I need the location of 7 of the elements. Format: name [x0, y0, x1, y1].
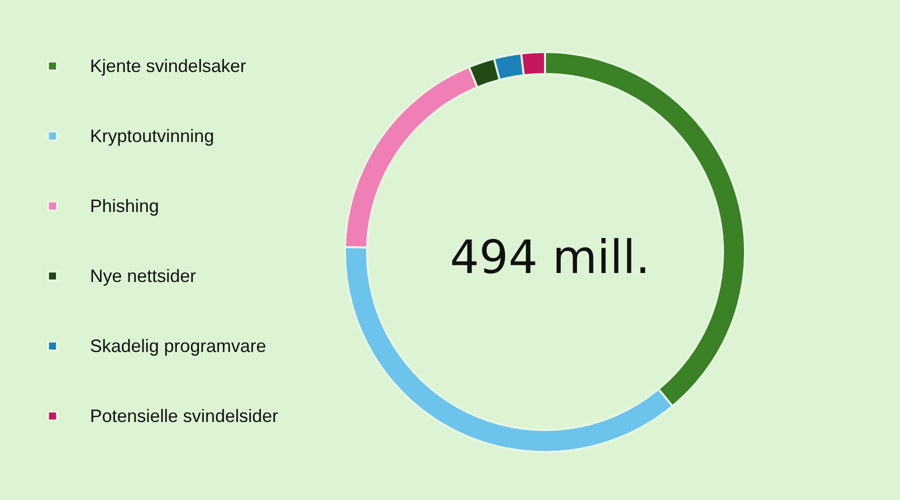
- text: 494 mill.: [450, 230, 650, 284]
- legend-label: Nye nettsider: [90, 266, 196, 286]
- legend-label: Potensielle svindelsider: [90, 406, 278, 426]
- legend-label: Kryptoutvinning: [90, 126, 214, 146]
- legend-label: Kjente svindelsaker: [90, 56, 246, 76]
- legend-label: Phishing: [90, 196, 160, 216]
- legend-label: Skadelig programvare: [90, 336, 266, 356]
